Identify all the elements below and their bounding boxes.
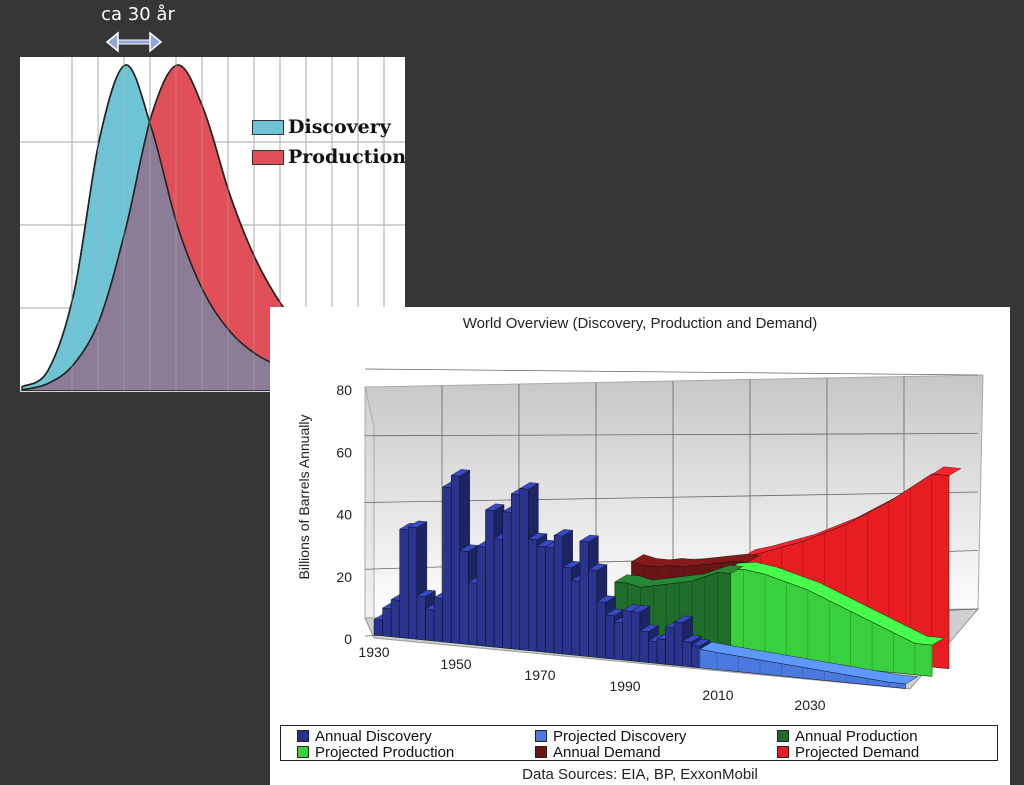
legend-swatch bbox=[535, 746, 547, 758]
discovery-bar bbox=[579, 540, 589, 657]
legend-swatch bbox=[297, 746, 309, 758]
y-gridline bbox=[364, 368, 979, 376]
y-tick-label: 60 bbox=[336, 444, 352, 460]
discovery-bar bbox=[450, 475, 461, 644]
data-source-note: Data Sources: EIA, BP, ExxonMobil bbox=[522, 766, 758, 783]
discovery-bar bbox=[519, 488, 529, 651]
legend-label: Projected Production bbox=[315, 743, 455, 761]
y-tick-label: 0 bbox=[344, 631, 352, 647]
discovery-bar bbox=[468, 582, 478, 646]
discovery-bar bbox=[605, 614, 615, 660]
legend-swatch-production bbox=[252, 149, 284, 165]
world-overview-plot: 0 20 40 60 80 1930 1950 1970 1990 2010 2030 bbox=[336, 368, 984, 713]
world-overview-legend: Annual Discovery Projected Discovery Annua… bbox=[280, 725, 998, 761]
discovery-bar bbox=[459, 550, 469, 645]
legend-label: Projected Demand bbox=[795, 743, 920, 761]
discovery-bar bbox=[425, 608, 435, 642]
y-gridline bbox=[364, 433, 979, 437]
legend-swatch bbox=[777, 746, 789, 758]
discovery-production-plot bbox=[20, 57, 405, 392]
discovery-bar bbox=[510, 493, 521, 650]
x-tick-label: 2030 bbox=[794, 697, 825, 713]
discovery-bar bbox=[631, 611, 641, 663]
discovery-bar bbox=[648, 640, 658, 664]
double-arrow-icon bbox=[105, 31, 163, 53]
x-tick-label: 1990 bbox=[609, 678, 640, 694]
x-tick-label: 1930 bbox=[358, 644, 389, 660]
discovery-bar bbox=[373, 619, 383, 637]
legend-label: Projected Discovery bbox=[553, 727, 687, 745]
discovery-bar bbox=[665, 626, 675, 666]
x-tick-label: 1950 bbox=[440, 656, 471, 672]
discovery-bar bbox=[528, 538, 538, 652]
legend-item: Projected Production bbox=[281, 744, 521, 760]
chart-title: World Overview (Discovery, Production an… bbox=[462, 315, 818, 332]
discovery-bar bbox=[562, 566, 572, 656]
y-tick-label: 80 bbox=[336, 382, 352, 398]
legend-item: Projected Discovery bbox=[521, 728, 761, 744]
discovery-bar bbox=[536, 545, 546, 653]
y-tick-label: 40 bbox=[336, 507, 352, 523]
discovery-bar bbox=[656, 638, 666, 665]
legend-swatch bbox=[777, 730, 789, 742]
discovery-bar bbox=[399, 528, 409, 639]
legend-item: Annual Discovery bbox=[281, 728, 521, 744]
discovery-bar bbox=[485, 509, 495, 648]
discovery-bar bbox=[442, 486, 452, 644]
legend-item: Projected Demand bbox=[761, 744, 999, 760]
discovery-bar bbox=[416, 595, 426, 641]
discovery-bar bbox=[673, 621, 683, 667]
legend-item-production: Production bbox=[252, 142, 405, 172]
discovery-bar bbox=[682, 641, 692, 668]
legend-swatch-discovery bbox=[252, 119, 284, 135]
y-tick-label: 20 bbox=[336, 569, 352, 585]
legend-item: Annual Production bbox=[761, 728, 999, 744]
legend-label: Annual Production bbox=[795, 727, 918, 745]
x-tick-label: 2010 bbox=[702, 687, 733, 703]
discovery-bar bbox=[545, 546, 555, 654]
legend-label: Annual Discovery bbox=[315, 727, 432, 745]
discovery-bar bbox=[639, 630, 649, 663]
discovery-bar bbox=[691, 644, 701, 669]
discovery-bar bbox=[433, 597, 443, 643]
y-axis-label-text: Billions of Barrels Annually bbox=[296, 414, 312, 580]
discovery-bar bbox=[622, 610, 632, 662]
legend-swatch bbox=[297, 730, 309, 742]
x-tick-label: 1970 bbox=[524, 667, 555, 683]
discovery-bar bbox=[553, 535, 563, 655]
discovery-bar bbox=[382, 607, 392, 638]
legend-label-discovery: Discovery bbox=[288, 116, 391, 138]
legend-item: Annual Demand bbox=[521, 744, 761, 760]
legend-label-production: Production bbox=[288, 146, 405, 168]
side-wall bbox=[364, 386, 375, 639]
discovery-bar bbox=[570, 580, 581, 657]
discovery-production-legend: Discovery Production bbox=[252, 112, 405, 172]
discovery-bar bbox=[596, 601, 606, 659]
world-overview-chart: 0 20 40 60 80 1930 1950 1970 1990 2010 2030 World … bbox=[270, 307, 1010, 785]
discovery-bar bbox=[588, 569, 598, 658]
discovery-production-chart: Discovery Production bbox=[20, 57, 405, 392]
discovery-bar bbox=[476, 545, 486, 647]
discovery-bar bbox=[390, 599, 400, 638]
discovery-bar bbox=[613, 621, 623, 661]
discovery-bar bbox=[493, 538, 503, 649]
legend-swatch bbox=[535, 730, 547, 742]
discovery-bar bbox=[408, 526, 418, 640]
discovery-bar bbox=[502, 511, 512, 650]
legend-label: Annual Demand bbox=[553, 743, 661, 761]
legend-item-discovery: Discovery bbox=[252, 112, 405, 142]
interval-annotation-label: ca 30 år bbox=[101, 4, 175, 25]
